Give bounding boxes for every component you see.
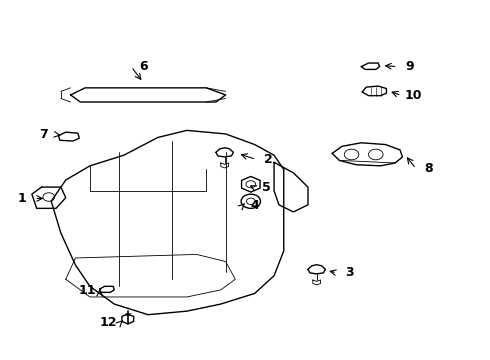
Text: 3: 3 bbox=[345, 266, 353, 279]
Text: 11: 11 bbox=[79, 284, 97, 297]
Polygon shape bbox=[221, 163, 228, 168]
Polygon shape bbox=[361, 63, 380, 69]
Polygon shape bbox=[242, 176, 260, 192]
Polygon shape bbox=[32, 187, 66, 208]
Polygon shape bbox=[58, 132, 79, 141]
Polygon shape bbox=[332, 143, 402, 166]
Polygon shape bbox=[362, 86, 387, 96]
Polygon shape bbox=[216, 148, 233, 157]
Text: 4: 4 bbox=[250, 199, 259, 212]
Polygon shape bbox=[99, 286, 114, 292]
Text: 12: 12 bbox=[99, 316, 117, 329]
Text: 8: 8 bbox=[424, 162, 433, 175]
Text: 5: 5 bbox=[263, 181, 271, 194]
Text: 1: 1 bbox=[18, 192, 26, 205]
Text: 6: 6 bbox=[139, 60, 147, 73]
Text: 2: 2 bbox=[264, 153, 272, 166]
Polygon shape bbox=[274, 162, 308, 212]
Polygon shape bbox=[66, 255, 235, 297]
Polygon shape bbox=[308, 265, 325, 274]
Polygon shape bbox=[71, 88, 225, 102]
Polygon shape bbox=[122, 314, 134, 324]
Text: 9: 9 bbox=[405, 60, 414, 73]
Text: 10: 10 bbox=[405, 89, 422, 102]
Polygon shape bbox=[313, 280, 320, 285]
Text: 7: 7 bbox=[40, 128, 49, 141]
